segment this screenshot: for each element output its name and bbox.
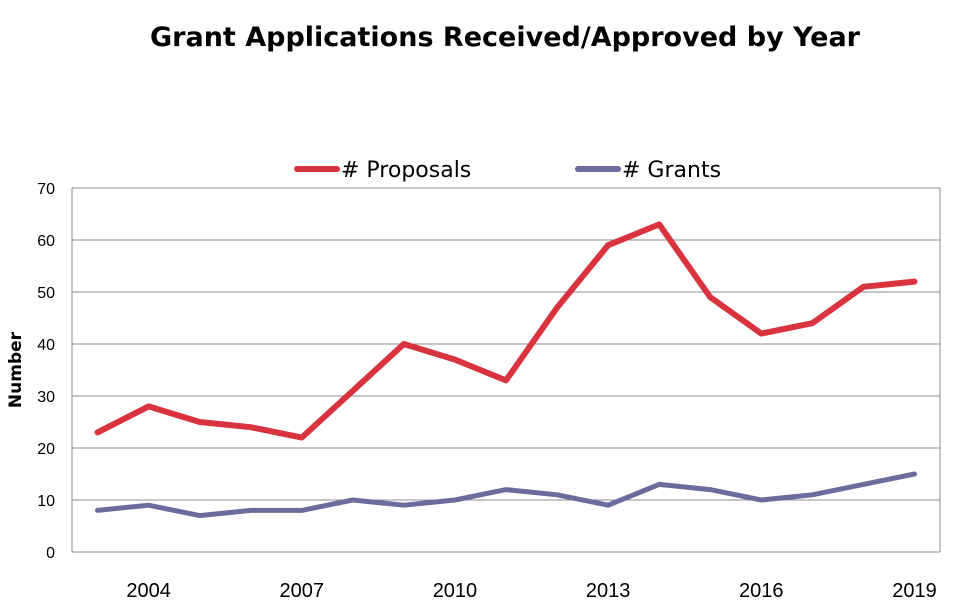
series-line-proposals bbox=[94, 221, 918, 441]
x-tick-label: 2016 bbox=[739, 580, 784, 602]
x-axis-ticks: 2004 2007 2010 2013 2016 2019 bbox=[126, 580, 936, 602]
x-tick-label: 2010 bbox=[433, 580, 478, 602]
x-tick-label: 2019 bbox=[892, 580, 937, 602]
legend-label: # Grants bbox=[622, 158, 721, 183]
y-axis-ticks: 0 10 20 30 40 50 60 70 bbox=[37, 181, 55, 562]
y-tick-label: 20 bbox=[37, 441, 55, 458]
series-lines bbox=[94, 221, 918, 519]
x-tick-label: 2007 bbox=[280, 580, 325, 602]
y-tick-label: 60 bbox=[37, 233, 55, 250]
legend-label: # Proposals bbox=[341, 158, 471, 183]
x-tick-label: 2013 bbox=[586, 580, 631, 602]
chart-title: Grant Applications Received/Approved by … bbox=[150, 22, 861, 53]
y-tick-label: 10 bbox=[37, 493, 55, 510]
y-tick-label: 50 bbox=[37, 285, 55, 302]
legend: # Proposals # Grants bbox=[294, 158, 721, 183]
y-tick-label: 30 bbox=[37, 389, 55, 406]
grid-lines bbox=[71, 187, 941, 553]
y-tick-label: 70 bbox=[37, 181, 55, 198]
y-axis-label: Number bbox=[6, 331, 26, 408]
y-tick-label: 0 bbox=[46, 545, 55, 562]
series-line-grants bbox=[95, 471, 917, 519]
y-tick-label: 40 bbox=[37, 337, 55, 354]
x-tick-label: 2004 bbox=[126, 580, 171, 602]
